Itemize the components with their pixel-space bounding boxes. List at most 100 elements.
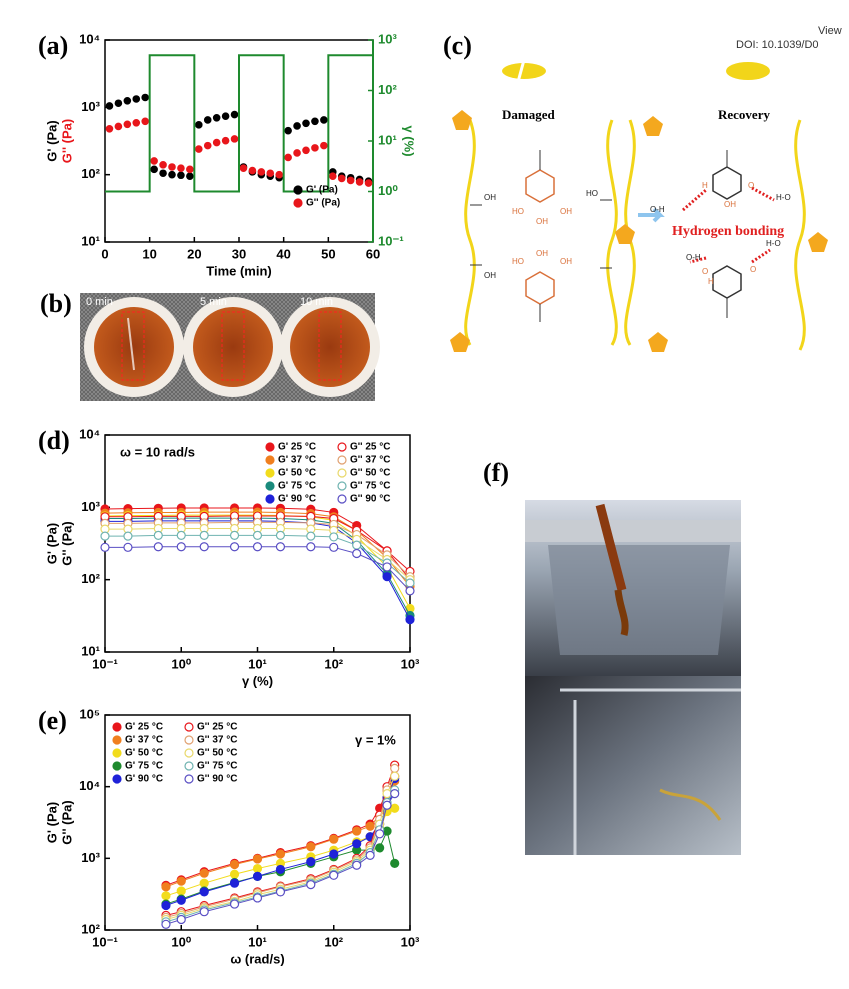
data-point [275, 542, 286, 552]
recovery-label: Recovery [718, 107, 770, 122]
legend-label: G'' 37 °C [197, 735, 237, 746]
chem-label: OH [560, 207, 572, 216]
legend-marker [337, 455, 347, 465]
data-point [132, 95, 141, 103]
data-point [123, 97, 132, 105]
view-link[interactable]: View [818, 25, 842, 37]
legend-label: G'' 90 °C [197, 774, 237, 785]
legend-label: G'' 50 °C [350, 468, 390, 479]
data-point [212, 113, 221, 122]
chem-label: H-O [766, 239, 781, 248]
data-point [311, 117, 319, 126]
data-point [230, 135, 239, 143]
data-point [176, 876, 186, 886]
y-tick-label: 10² [81, 166, 100, 181]
legend-marker [184, 735, 194, 745]
x-tick-label: 20 [187, 246, 201, 261]
data-point [320, 141, 328, 150]
data-point [150, 165, 158, 174]
doi[interactable]: DOI: 10.1039/D0 [736, 39, 819, 51]
data-point [390, 771, 400, 781]
x-tick-label: 40 [276, 246, 290, 261]
legend-label: G' 75 °C [278, 481, 316, 492]
data-point [355, 178, 364, 186]
data-point [293, 149, 301, 157]
x-axis-label: Time (min) [206, 263, 272, 278]
data-point [199, 530, 209, 540]
data-point [114, 122, 123, 131]
panel-label: (a) [38, 31, 68, 60]
legend-marker [337, 494, 347, 504]
data-point [100, 542, 110, 552]
data-point [186, 165, 194, 174]
y-tick-label: 10⁵ [79, 706, 100, 721]
data-point [252, 871, 263, 881]
legend-marker [337, 468, 347, 478]
legend-marker [265, 481, 275, 491]
data-point [123, 542, 133, 552]
data-point [229, 878, 240, 888]
strain-line [105, 54, 373, 193]
x-tick-label: 10² [324, 656, 343, 671]
data-point [375, 829, 385, 839]
data-point [329, 849, 339, 859]
data-point [252, 854, 263, 864]
data-point [212, 138, 221, 147]
legend-label: G' 50 °C [278, 468, 316, 479]
data-point [176, 542, 186, 552]
data-point [161, 882, 171, 892]
chem-label: O [750, 265, 756, 274]
photo-label: 5 min [200, 296, 227, 308]
x-tick-label: 0 [101, 246, 108, 261]
data-point [352, 839, 362, 849]
data-point [329, 542, 339, 552]
chem-label: HO [512, 207, 524, 216]
legend-marker [184, 748, 194, 758]
x-tick-label: 10¹ [248, 656, 267, 671]
chem-label: H-O [776, 193, 791, 202]
legend-marker [184, 722, 194, 732]
legend-label: G'' 25 °C [197, 722, 237, 733]
data-point [306, 857, 316, 867]
data-point [390, 763, 400, 773]
data-point [123, 531, 133, 541]
y-tick-label: 10¹ [81, 233, 100, 248]
data-point [195, 145, 203, 153]
y-tick-label: 10² [81, 921, 100, 936]
legend-marker [112, 722, 122, 732]
y-tick-label: 10¹ [81, 643, 100, 658]
data-point [176, 530, 186, 540]
legend-label: G' 90 °C [125, 774, 163, 785]
chem-label: O [702, 267, 708, 276]
diagram-c [450, 59, 828, 352]
x-tick-label: 10⁻¹ [92, 656, 118, 671]
data-point [177, 164, 185, 172]
y-axis-label: G'' (Pa) [59, 119, 74, 163]
data-point [176, 886, 186, 896]
y-tick-label: 10³ [81, 99, 100, 114]
legend-label: G' 75 °C [125, 761, 163, 772]
data-point [382, 789, 392, 799]
y-tick-label: 10⁴ [79, 778, 100, 793]
legend-label: G'' 90 °C [350, 494, 390, 505]
data-point [293, 122, 301, 130]
data-point [153, 530, 163, 540]
x-axis-label: γ (%) [242, 673, 273, 688]
data-point [337, 174, 346, 183]
data-point [141, 117, 150, 126]
data-point [352, 548, 362, 559]
data-point [229, 859, 240, 870]
damaged-label: Damaged [502, 107, 555, 122]
data-point [306, 531, 316, 541]
y2-tick-label: 10³ [378, 31, 397, 46]
chem-label: O [748, 181, 754, 190]
data-point [176, 895, 186, 905]
data-point [405, 615, 415, 625]
legend-label: G' 50 °C [125, 748, 163, 759]
legend-marker [112, 735, 122, 745]
legend-marker [265, 455, 275, 465]
data-point [284, 126, 292, 135]
legend-marker [184, 761, 194, 771]
legend-label: G' (Pa) [306, 185, 338, 196]
data-point [329, 870, 339, 880]
